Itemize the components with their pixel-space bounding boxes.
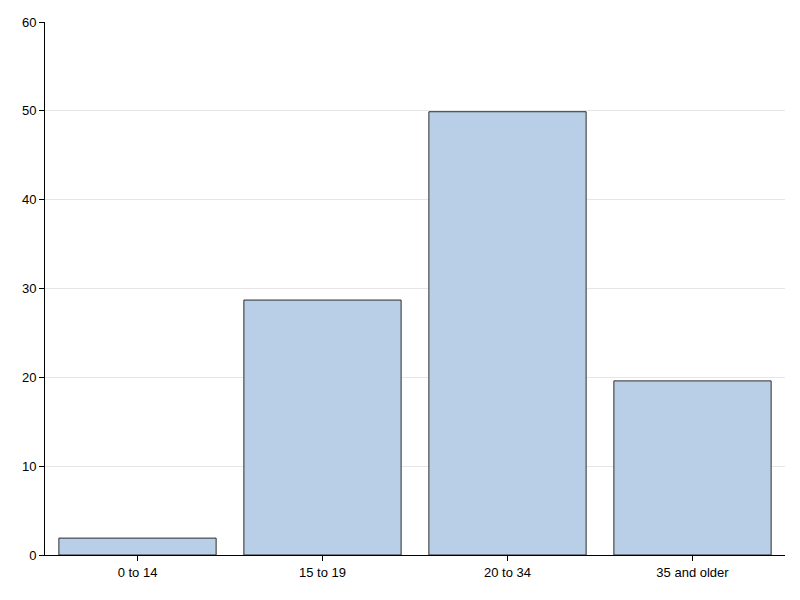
svg-text:40: 40 <box>22 192 36 207</box>
svg-text:0: 0 <box>29 548 36 563</box>
svg-text:10: 10 <box>22 459 36 474</box>
svg-text:20: 20 <box>22 370 36 385</box>
svg-text:20 to 34: 20 to 34 <box>484 565 531 580</box>
svg-text:35 and older: 35 and older <box>656 565 729 580</box>
svg-text:50: 50 <box>22 103 36 118</box>
svg-text:0 to 14: 0 to 14 <box>118 565 158 580</box>
svg-text:30: 30 <box>22 281 36 296</box>
svg-text:60: 60 <box>22 15 36 30</box>
svg-text:15 to 19: 15 to 19 <box>299 565 346 580</box>
